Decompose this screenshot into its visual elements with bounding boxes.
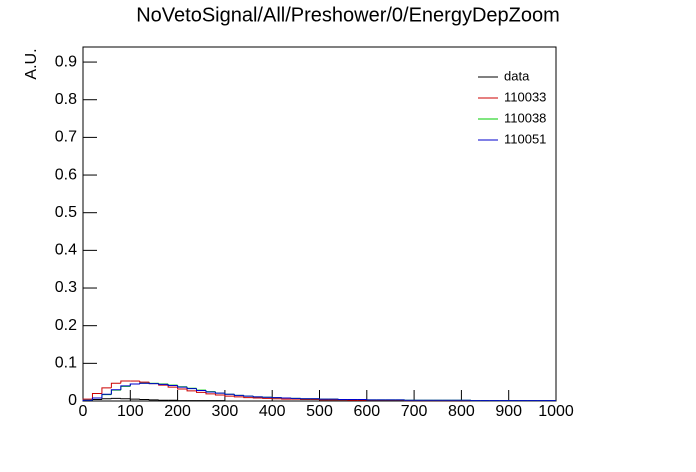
x-tick-label: 900 bbox=[495, 403, 522, 420]
histogram-bin bbox=[177, 387, 188, 390]
histogram-bin bbox=[91, 392, 102, 400]
histogram-bin bbox=[233, 394, 244, 396]
y-tick-label: 0.2 bbox=[55, 317, 77, 334]
histogram-bin bbox=[243, 396, 254, 399]
histogram-bin bbox=[101, 387, 112, 394]
x-tick-label: 800 bbox=[448, 403, 475, 420]
histogram-bin bbox=[214, 391, 225, 394]
histogram-bin bbox=[120, 385, 131, 390]
histogram-bin bbox=[196, 388, 206, 391]
histogram-bin bbox=[186, 388, 197, 392]
y-tick-label: 0.3 bbox=[55, 279, 77, 296]
histogram-bin bbox=[186, 386, 197, 389]
histogram-bin bbox=[110, 382, 121, 388]
y-tick-label: 0 bbox=[68, 392, 77, 409]
histogram-bin bbox=[139, 382, 150, 385]
x-tick-label: 100 bbox=[117, 403, 144, 420]
x-tick-label: 600 bbox=[353, 403, 380, 420]
x-tick-label: 400 bbox=[259, 403, 286, 420]
histogram-bin bbox=[110, 389, 121, 395]
legend-label: data bbox=[504, 68, 530, 83]
histogram-bin bbox=[196, 390, 206, 393]
x-tick-label: 1000 bbox=[538, 403, 574, 420]
y-tick-label: 0.7 bbox=[55, 129, 77, 146]
x-tick-label: 300 bbox=[212, 403, 239, 420]
x-tick-label: 0 bbox=[79, 403, 88, 420]
histogram-bin bbox=[139, 381, 150, 383]
histogram-bin bbox=[129, 383, 140, 386]
histogram-bin bbox=[167, 384, 178, 386]
y-tick-label: 0.6 bbox=[55, 166, 77, 183]
histogram-bin bbox=[233, 396, 244, 398]
histogram-bin bbox=[186, 387, 197, 390]
y-tick-label: 0.1 bbox=[55, 355, 77, 372]
y-tick-label: 0.4 bbox=[55, 242, 77, 259]
histogram-bin bbox=[91, 397, 102, 401]
histogram-bin bbox=[120, 380, 131, 384]
y-tick-label: 0.8 bbox=[55, 91, 77, 108]
histogram-bin bbox=[243, 395, 254, 397]
histogram-bin bbox=[196, 388, 206, 391]
histogram-bin bbox=[214, 393, 225, 396]
histogram-bin bbox=[91, 398, 102, 401]
histogram-bin bbox=[252, 396, 263, 398]
x-tick-label: 700 bbox=[401, 403, 428, 420]
x-tick-label: 200 bbox=[164, 403, 191, 420]
histogram-bin bbox=[205, 390, 216, 393]
y-axis-label: A.U. bbox=[23, 48, 40, 79]
histogram-bin bbox=[101, 398, 112, 400]
legend-label: 110051 bbox=[504, 131, 546, 146]
histogram-bin bbox=[120, 385, 131, 391]
histogram-bin bbox=[177, 385, 188, 388]
histogram-bin bbox=[82, 399, 93, 401]
histogram-bin bbox=[167, 384, 178, 387]
legend-label: 110038 bbox=[504, 110, 546, 125]
histogram-bin bbox=[110, 389, 121, 395]
histogram-bin bbox=[224, 393, 235, 395]
plot-frame bbox=[82, 46, 557, 402]
histogram-bin bbox=[224, 394, 235, 397]
x-tick-label: 500 bbox=[306, 403, 333, 420]
histogram-bin bbox=[205, 390, 216, 393]
y-tick-label: 0.5 bbox=[55, 204, 77, 221]
y-tick-label: 0.9 bbox=[55, 53, 77, 70]
histogram-bin bbox=[101, 394, 112, 398]
histogram-bin bbox=[158, 383, 169, 385]
chart-title: NoVetoSignal/All/Preshower/0/EnergyDepZo… bbox=[136, 4, 560, 26]
histogram-bin bbox=[177, 385, 188, 388]
legend-label: 110033 bbox=[504, 89, 546, 104]
histogram-bin bbox=[101, 393, 112, 398]
histogram-bin bbox=[205, 392, 216, 395]
